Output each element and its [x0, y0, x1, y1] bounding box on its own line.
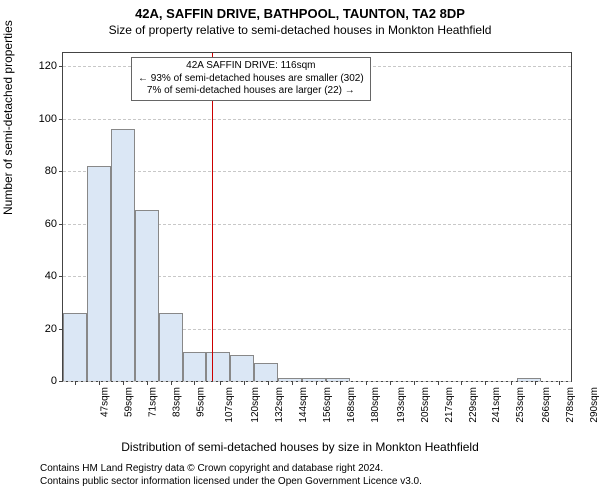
- x-tick-label: 217sqm: [444, 387, 455, 423]
- histogram-bar: [326, 378, 350, 381]
- y-tick-label: 100: [39, 113, 57, 125]
- x-tick-label: 290sqm: [589, 387, 600, 423]
- y-tick-mark: [59, 171, 63, 172]
- footer-attribution: Contains HM Land Registry data © Crown c…: [40, 462, 422, 488]
- x-tick-mark: [220, 381, 221, 385]
- x-tick-mark: [268, 381, 269, 385]
- x-tick-label: 193sqm: [396, 387, 407, 423]
- x-tick-mark: [535, 381, 536, 385]
- annotation-line1: 42A SAFFIN DRIVE: 116sqm: [138, 60, 364, 73]
- x-tick-mark: [244, 381, 245, 385]
- x-tick-mark: [511, 381, 512, 385]
- histogram-bar: [278, 378, 302, 381]
- x-tick-label: 107sqm: [225, 387, 236, 423]
- x-tick-mark: [485, 381, 486, 385]
- histogram-bar: [135, 210, 159, 381]
- footer-line-2: Contains public sector information licen…: [40, 475, 422, 488]
- reference-line: [212, 53, 213, 381]
- x-tick-mark: [414, 381, 415, 385]
- x-tick-mark: [75, 381, 76, 385]
- y-tick-label: 60: [45, 218, 57, 230]
- x-tick-mark: [99, 381, 100, 385]
- y-tick-label: 80: [45, 165, 57, 177]
- x-tick-label: 144sqm: [298, 387, 309, 423]
- x-tick-label: 278sqm: [565, 387, 576, 423]
- chart-container: 42A, SAFFIN DRIVE, BATHPOOL, TAUNTON, TA…: [0, 0, 600, 500]
- x-tick-label: 266sqm: [541, 387, 552, 423]
- histogram-bar: [230, 355, 254, 381]
- histogram-bar: [206, 352, 230, 381]
- x-tick-label: 120sqm: [250, 387, 261, 423]
- annotation-box: 42A SAFFIN DRIVE: 116sqm← 93% of semi-de…: [131, 57, 371, 101]
- title-line-1: 42A, SAFFIN DRIVE, BATHPOOL, TAUNTON, TA…: [0, 0, 600, 21]
- x-tick-mark: [461, 381, 462, 385]
- y-tick-label: 20: [45, 323, 57, 335]
- x-tick-mark: [438, 381, 439, 385]
- x-tick-label: 47sqm: [99, 387, 110, 417]
- x-tick-mark: [292, 381, 293, 385]
- y-tick-label: 40: [45, 270, 57, 282]
- histogram-bar: [183, 352, 207, 381]
- y-gridline: [63, 119, 571, 120]
- x-tick-label: 156sqm: [322, 387, 333, 423]
- x-tick-mark: [390, 381, 391, 385]
- y-tick-mark: [59, 276, 63, 277]
- x-tick-mark: [340, 381, 341, 385]
- x-tick-label: 168sqm: [346, 387, 357, 423]
- annotation-line2: ← 93% of semi-detached houses are smalle…: [138, 73, 364, 86]
- x-tick-mark: [171, 381, 172, 385]
- histogram-bar: [87, 166, 111, 381]
- x-tick-mark: [366, 381, 367, 385]
- plot-area: 02040608010012047sqm59sqm71sqm83sqm95sqm…: [62, 52, 572, 382]
- x-tick-mark: [147, 381, 148, 385]
- y-tick-mark: [59, 119, 63, 120]
- x-tick-label: 95sqm: [195, 387, 206, 417]
- y-gridline: [63, 381, 571, 382]
- histogram-bar: [159, 313, 183, 381]
- x-tick-label: 132sqm: [274, 387, 285, 423]
- y-gridline: [63, 171, 571, 172]
- x-tick-label: 241sqm: [492, 387, 503, 423]
- y-tick-mark: [59, 224, 63, 225]
- x-tick-mark: [559, 381, 560, 385]
- y-tick-mark: [59, 381, 63, 382]
- y-tick-label: 120: [39, 60, 57, 72]
- x-tick-label: 71sqm: [147, 387, 158, 417]
- annotation-line3: 7% of semi-detached houses are larger (2…: [138, 85, 364, 98]
- histogram-bar: [111, 129, 135, 381]
- x-tick-label: 180sqm: [370, 387, 381, 423]
- y-axis-label: Number of semi-detached properties: [1, 20, 15, 215]
- x-tick-label: 83sqm: [171, 387, 182, 417]
- histogram-bar: [63, 313, 87, 381]
- y-tick-label: 0: [51, 375, 57, 387]
- x-tick-label: 229sqm: [468, 387, 479, 423]
- histogram-bar: [517, 378, 541, 381]
- x-tick-label: 253sqm: [515, 387, 526, 423]
- x-axis-label: Distribution of semi-detached houses by …: [0, 440, 600, 454]
- histogram-bar: [302, 378, 326, 381]
- y-tick-mark: [59, 66, 63, 67]
- x-tick-mark: [194, 381, 195, 385]
- x-tick-mark: [316, 381, 317, 385]
- histogram-bar: [254, 363, 278, 381]
- title-line-2: Size of property relative to semi-detach…: [0, 21, 600, 37]
- x-tick-label: 205sqm: [420, 387, 431, 423]
- footer-line-1: Contains HM Land Registry data © Crown c…: [40, 462, 422, 475]
- x-tick-mark: [123, 381, 124, 385]
- x-tick-label: 59sqm: [123, 387, 134, 417]
